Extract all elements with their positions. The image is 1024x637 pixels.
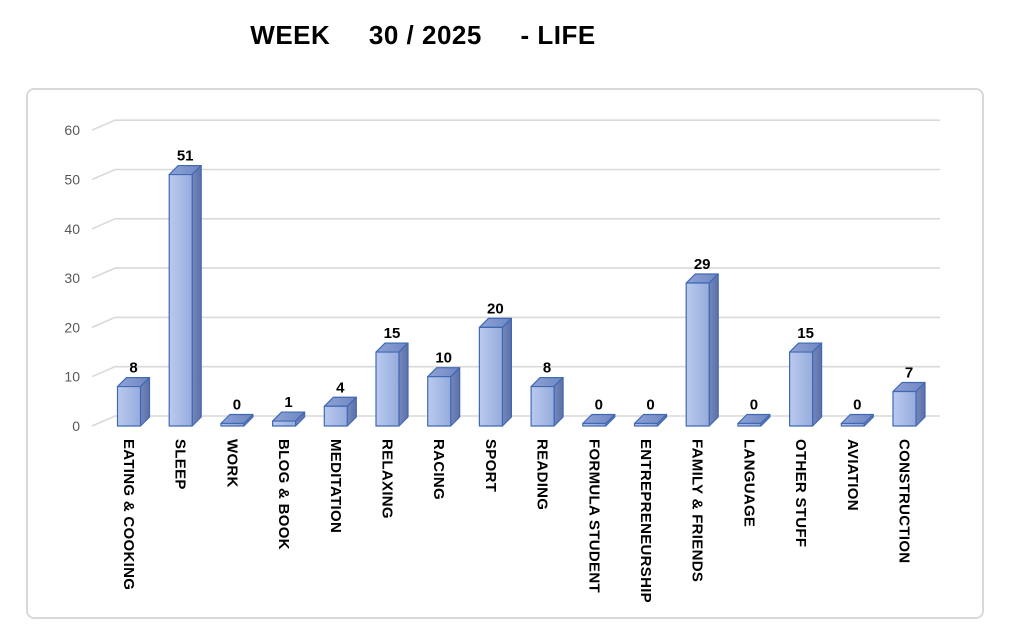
bar-value-label-formula-student: 0 (595, 397, 603, 414)
category-label-construction: CONSTRUCTION (896, 439, 913, 563)
bar-formula-student (582, 422, 607, 427)
bar-value-label-work: 0 (233, 397, 241, 414)
y-tick-label-0: 0 (72, 418, 80, 434)
bar-value-label-blog-book: 1 (284, 394, 292, 411)
bar-sleep (168, 173, 193, 427)
category-label-meditation: MEDITATION (327, 439, 344, 533)
category-label-aviation: AVIATION (844, 439, 861, 511)
bar-family-friends (685, 282, 710, 427)
category-label-other-stuff: OTHER STUFF (792, 439, 809, 547)
bar-side-face-sport (501, 317, 512, 427)
category-label-entrepreneurship: ENTREPRENEURSHIP (637, 439, 654, 603)
category-label-racing: RACING (430, 439, 447, 500)
bar-work (220, 422, 245, 427)
category-label-reading: READING (534, 439, 551, 510)
bar-value-label-aviation: 0 (853, 397, 861, 414)
bar-blog-book (272, 420, 297, 427)
gridline-40 (91, 218, 940, 230)
category-label-family-friends: FAMILY & FRIENDS (689, 439, 706, 582)
bar-value-label-sport: 20 (487, 300, 504, 317)
bar-sport (478, 326, 503, 427)
bar-value-label-sleep: 51 (177, 148, 194, 165)
bar-value-label-other-stuff: 15 (797, 325, 814, 342)
y-tick-label-10: 10 (64, 369, 80, 385)
bar-eating-cooking (116, 385, 142, 427)
bar-value-label-relaxing: 15 (384, 325, 401, 342)
bar-value-label-eating-cooking: 8 (129, 360, 137, 377)
bar-value-label-entrepreneurship: 0 (646, 397, 654, 414)
category-label-blog-book: BLOG & BOOK (275, 439, 292, 550)
category-label-language: LANGUAGE (740, 439, 757, 527)
bar-side-face-eating-cooking (139, 376, 151, 427)
y-tick-label-50: 50 (64, 172, 80, 188)
bar-construction (892, 390, 917, 427)
bar-relaxing (375, 351, 400, 427)
y-tick-label-20: 20 (64, 319, 80, 335)
category-label-eating-cooking: EATING & COOKING (120, 439, 137, 590)
bar-reading (530, 385, 555, 427)
category-label-relaxing: RELAXING (379, 439, 396, 519)
bar-entrepreneurship (633, 422, 659, 427)
bar-meditation (323, 405, 348, 427)
bar-side-face-family-friends (708, 273, 719, 427)
gridline-10 (91, 365, 940, 378)
bar-side-face-other-stuff (811, 342, 823, 427)
bar-value-label-meditation: 4 (336, 379, 345, 396)
bar-side-face-relaxing (398, 342, 409, 427)
bar-value-label-construction: 7 (905, 364, 913, 381)
y-tick-label-30: 30 (64, 270, 80, 286)
category-label-sleep: SLEEP (172, 439, 189, 490)
bar-value-label-language: 0 (750, 397, 758, 414)
bar-language (737, 422, 762, 427)
gridline-20 (91, 316, 940, 329)
gridline-50 (91, 168, 940, 181)
category-label-work: WORK (223, 439, 240, 488)
category-label-formula-student: FORMULA STUDENT (585, 439, 602, 593)
bar-side-face-sleep (191, 164, 202, 427)
bar-value-label-racing: 10 (435, 350, 452, 367)
category-label-sport: SPORT (482, 439, 499, 492)
bar-aviation (840, 422, 865, 427)
bar-value-label-family-friends: 29 (694, 256, 711, 273)
bar-racing (427, 376, 452, 427)
bar-side-face-racing (450, 367, 461, 427)
bar-side-face-reading (553, 376, 564, 427)
y-tick-label-40: 40 (64, 221, 80, 237)
bar-value-label-reading: 8 (543, 360, 551, 377)
y-tick-label-60: 60 (64, 122, 80, 138)
gridline-60 (91, 119, 940, 131)
chart-frame: 0 10 20 30 40 50 60 8 EATING & COOKING 51 SLEEP 0 WO… (26, 88, 984, 619)
chart-title: WEEK 30 / 2025 - LIFE (250, 20, 596, 50)
gridline-30 (91, 267, 940, 279)
bar-other-stuff (788, 351, 814, 427)
